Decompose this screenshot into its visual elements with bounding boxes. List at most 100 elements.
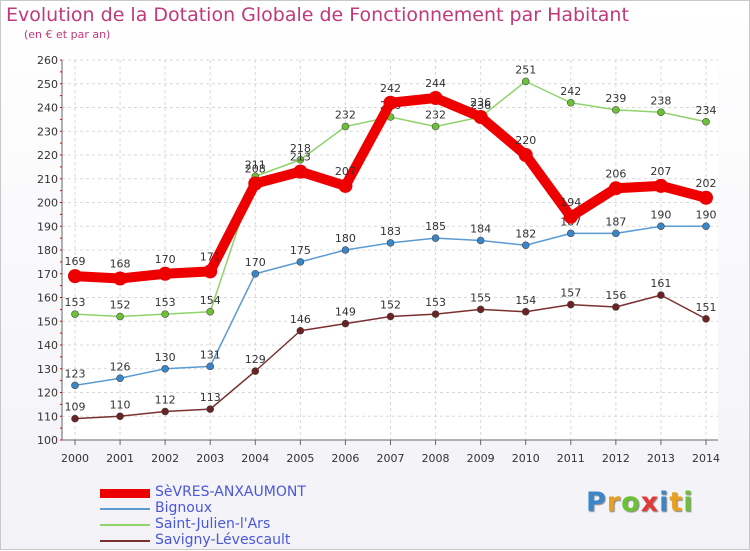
data-point xyxy=(71,310,79,318)
y-tick-label: 180 xyxy=(37,244,58,257)
data-point xyxy=(566,98,575,107)
data-point xyxy=(473,110,488,124)
data-label: 236 xyxy=(470,96,491,109)
data-label: 123 xyxy=(65,367,86,380)
x-tick-label: 2000 xyxy=(61,452,89,465)
data-point xyxy=(657,222,665,231)
y-tick-label: 160 xyxy=(37,292,58,305)
y-tick-label: 170 xyxy=(37,268,58,281)
data-point xyxy=(116,312,124,321)
data-label: 157 xyxy=(560,287,581,300)
data-label: 153 xyxy=(425,296,446,309)
chart-title: Evolution de la Dotation Globale de Fonc… xyxy=(6,4,629,26)
data-label: 129 xyxy=(245,353,266,366)
data-label: 218 xyxy=(290,142,311,155)
data-point xyxy=(341,246,350,254)
data-point xyxy=(296,326,305,335)
data-point xyxy=(521,241,530,250)
data-point xyxy=(116,412,124,421)
x-tick-label: 2014 xyxy=(692,452,720,465)
data-point xyxy=(161,310,169,318)
data-label: 185 xyxy=(425,220,446,233)
data-point xyxy=(566,300,575,309)
logo-letter: x xyxy=(640,487,660,518)
data-label: 194 xyxy=(560,196,581,209)
data-label: 146 xyxy=(290,313,311,326)
legend-swatch-sevres xyxy=(100,489,150,498)
data-label: 151 xyxy=(696,301,717,314)
data-point xyxy=(563,209,578,224)
data-point xyxy=(476,305,485,314)
data-label: 171 xyxy=(200,250,221,263)
data-label: 154 xyxy=(200,294,221,307)
data-point xyxy=(428,91,443,105)
data-point xyxy=(338,178,353,193)
data-point xyxy=(518,148,533,162)
y-tick-label: 240 xyxy=(37,102,58,115)
y-tick-label: 190 xyxy=(37,220,58,233)
y-tick-label: 120 xyxy=(37,387,58,400)
data-label: 211 xyxy=(245,158,266,171)
data-label: 207 xyxy=(335,165,356,178)
data-point xyxy=(386,312,395,321)
data-point xyxy=(653,178,668,193)
data-point xyxy=(702,117,710,126)
data-label: 183 xyxy=(380,225,401,238)
logo-letter: t xyxy=(669,487,684,518)
data-point xyxy=(161,407,169,416)
data-point xyxy=(431,122,440,131)
data-label: 206 xyxy=(605,167,626,180)
data-label: 154 xyxy=(515,294,536,307)
data-point xyxy=(206,307,215,316)
data-point xyxy=(341,122,350,131)
data-label: 152 xyxy=(380,299,401,312)
logo-letter: r xyxy=(606,487,622,518)
data-point xyxy=(431,234,440,242)
data-label: 234 xyxy=(696,104,717,117)
legend-label-sevres: SèVRES-ANXAUMONT xyxy=(155,484,306,500)
data-point xyxy=(702,222,710,231)
data-label: 153 xyxy=(155,296,176,309)
y-tick-label: 260 xyxy=(37,54,58,67)
x-tick-label: 2013 xyxy=(647,452,675,465)
data-point xyxy=(383,95,398,110)
data-point xyxy=(608,181,623,196)
data-point xyxy=(158,266,173,281)
y-tick-label: 140 xyxy=(37,339,58,352)
logo-letter: o xyxy=(621,487,641,518)
data-point xyxy=(296,155,305,164)
data-label: 149 xyxy=(335,306,356,319)
chart-subtitle: (en € et par an) xyxy=(24,28,111,41)
data-label: 152 xyxy=(110,299,131,312)
data-label: 238 xyxy=(650,94,671,107)
data-label: 126 xyxy=(110,360,131,373)
y-tick-label: 220 xyxy=(37,149,58,162)
data-label: 131 xyxy=(200,348,221,361)
proxiti-logo: Proxiti xyxy=(586,487,694,518)
data-point xyxy=(206,405,215,413)
logo-letter: P xyxy=(586,487,607,518)
data-point xyxy=(341,319,350,328)
x-tick-label: 2002 xyxy=(151,452,179,465)
x-tick-label: 2004 xyxy=(241,452,269,465)
y-tick-label: 130 xyxy=(37,363,58,376)
data-point xyxy=(116,374,124,383)
data-label: 182 xyxy=(515,227,536,240)
data-point xyxy=(251,269,260,278)
x-tick-label: 2007 xyxy=(377,452,405,465)
data-label: 251 xyxy=(515,63,536,76)
data-label: 220 xyxy=(515,134,536,147)
data-point xyxy=(296,258,305,266)
data-label: 242 xyxy=(380,82,401,95)
data-point xyxy=(612,229,620,238)
data-point xyxy=(431,310,440,318)
data-point xyxy=(161,364,169,373)
data-point xyxy=(521,307,530,316)
data-point xyxy=(386,239,395,247)
x-tick-label: 2005 xyxy=(286,452,314,465)
data-point xyxy=(657,108,665,117)
x-tick-label: 2012 xyxy=(602,452,630,465)
x-tick-label: 2008 xyxy=(422,452,450,465)
legend-swatch-savigny xyxy=(100,540,150,542)
data-point xyxy=(251,367,260,375)
